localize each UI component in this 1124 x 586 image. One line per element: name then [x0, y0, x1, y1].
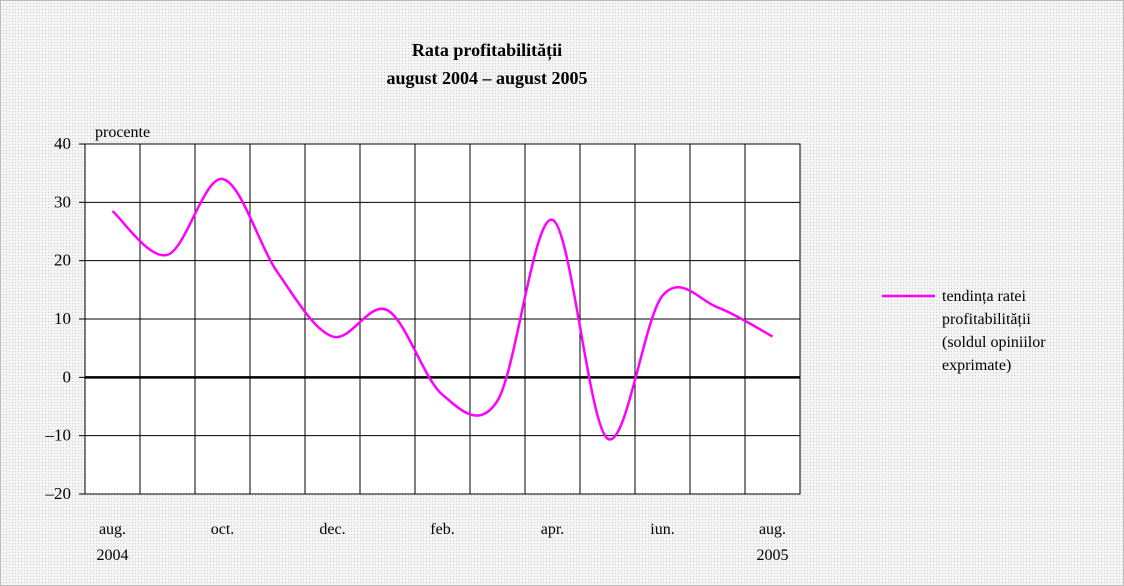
y-tick-label: 40: [54, 134, 71, 153]
x-tick-label: apr.: [541, 521, 565, 538]
y-axis-label: procente: [95, 124, 150, 141]
x-tick-label: feb.: [430, 521, 454, 538]
y-tick-label: 20: [54, 251, 71, 270]
y-tick-label: 30: [54, 192, 71, 211]
legend-label: tendința ratei profitabilității (soldul op…: [942, 288, 1046, 374]
plot-frame: [84, 143, 801, 495]
series-line: [111, 177, 774, 441]
x-tick-label: aug. 2005: [757, 521, 789, 564]
x-tick-label: iun.: [650, 521, 674, 538]
chart-subtitle: august 2004 – august 2005: [386, 68, 587, 88]
y-tick-label: –20: [45, 484, 72, 503]
x-tick-label: dec.: [319, 521, 345, 538]
x-tick-label: oct.: [211, 521, 235, 538]
x-tick-label: aug. 2004: [97, 521, 129, 564]
y-tick-label: 0: [63, 367, 72, 386]
y-tick-label: –10: [45, 426, 72, 445]
chart-title: Rata profitabilității: [412, 40, 562, 61]
y-tick-label: 10: [54, 309, 71, 328]
